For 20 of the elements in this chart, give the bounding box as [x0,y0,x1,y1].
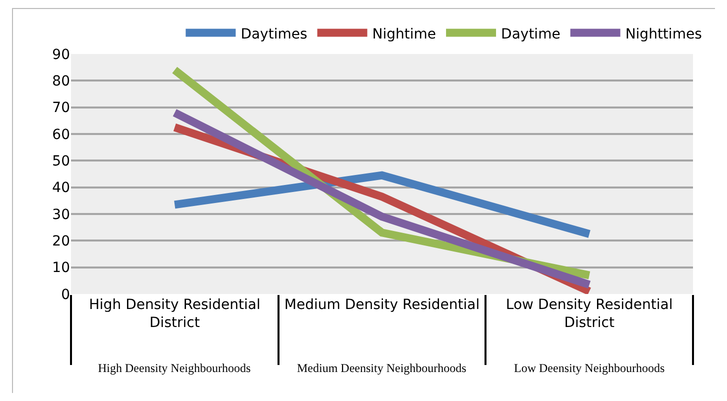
y-tick-label: 90 [52,46,70,63]
y-tick-label: 80 [52,74,70,90]
text: Low Deensity Neighbourhoods [514,361,665,375]
y-tick-label: 30 [52,206,70,223]
y-tick-label: 40 [52,180,70,196]
text: High Deensity Neighbourhoods [98,361,251,375]
y-tick-label: 0 [61,286,70,303]
legend-label: Daytime [501,26,560,42]
y-tick-label: 10 [52,260,70,276]
text: Medium Deensity Neighbourhoods [297,361,467,375]
x-tick-label: Medium Density Residential [284,297,480,313]
y-tick-label: 50 [52,154,70,170]
x-tick-label: High Density Residential District [88,297,260,332]
y-tick-label: 60 [52,126,70,143]
y-tick-label: 70 [52,100,70,116]
legend-label: Nightime [372,26,436,42]
legend-label: Daytimes [240,26,308,42]
x-tick-label: Low Density Residential District [506,297,673,332]
legend-label: Nighttimes [625,26,702,42]
y-tick-label: 20 [52,234,70,250]
